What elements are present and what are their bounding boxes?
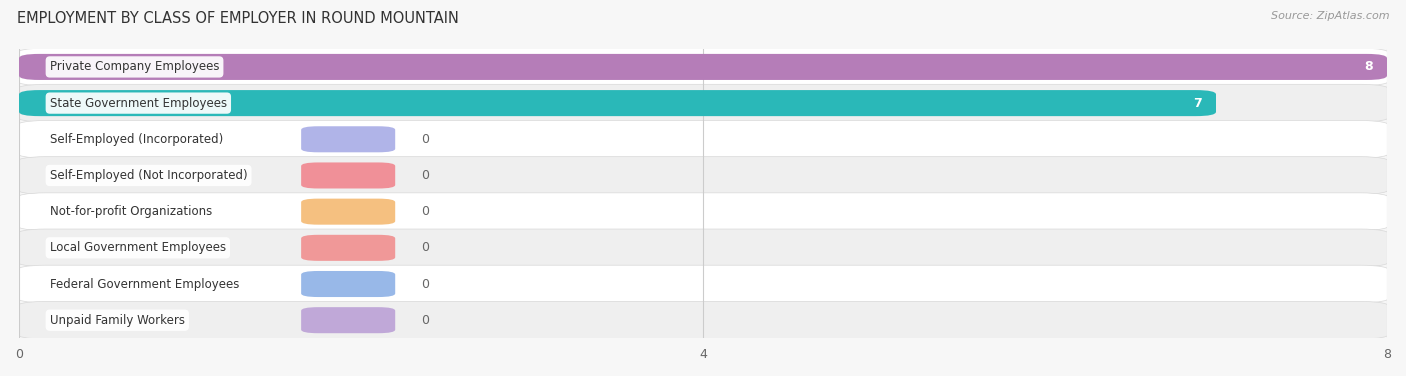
Text: 0: 0 [420, 241, 429, 254]
Text: Private Company Employees: Private Company Employees [49, 61, 219, 73]
Text: 0: 0 [420, 133, 429, 146]
FancyBboxPatch shape [15, 157, 1391, 194]
FancyBboxPatch shape [15, 193, 1391, 230]
Text: Source: ZipAtlas.com: Source: ZipAtlas.com [1271, 11, 1389, 21]
FancyBboxPatch shape [301, 307, 395, 333]
FancyBboxPatch shape [15, 84, 1391, 122]
Text: Not-for-profit Organizations: Not-for-profit Organizations [49, 205, 212, 218]
FancyBboxPatch shape [15, 48, 1391, 86]
FancyBboxPatch shape [301, 162, 395, 188]
FancyBboxPatch shape [301, 235, 395, 261]
Text: State Government Employees: State Government Employees [49, 97, 226, 110]
Text: Federal Government Employees: Federal Government Employees [49, 277, 239, 291]
Text: Self-Employed (Not Incorporated): Self-Employed (Not Incorporated) [49, 169, 247, 182]
FancyBboxPatch shape [301, 271, 395, 297]
Text: 7: 7 [1194, 97, 1202, 110]
Text: 8: 8 [1365, 61, 1374, 73]
FancyBboxPatch shape [301, 126, 395, 152]
FancyBboxPatch shape [20, 90, 1216, 116]
Text: 0: 0 [420, 314, 429, 327]
Text: EMPLOYMENT BY CLASS OF EMPLOYER IN ROUND MOUNTAIN: EMPLOYMENT BY CLASS OF EMPLOYER IN ROUND… [17, 11, 458, 26]
FancyBboxPatch shape [15, 229, 1391, 267]
FancyBboxPatch shape [15, 302, 1391, 339]
FancyBboxPatch shape [301, 199, 395, 225]
FancyBboxPatch shape [20, 54, 1386, 80]
Text: 0: 0 [420, 277, 429, 291]
FancyBboxPatch shape [15, 120, 1391, 158]
Text: Self-Employed (Incorporated): Self-Employed (Incorporated) [49, 133, 224, 146]
Text: Unpaid Family Workers: Unpaid Family Workers [49, 314, 184, 327]
Text: 0: 0 [420, 205, 429, 218]
Text: Local Government Employees: Local Government Employees [49, 241, 226, 254]
Text: 0: 0 [420, 169, 429, 182]
FancyBboxPatch shape [15, 265, 1391, 303]
